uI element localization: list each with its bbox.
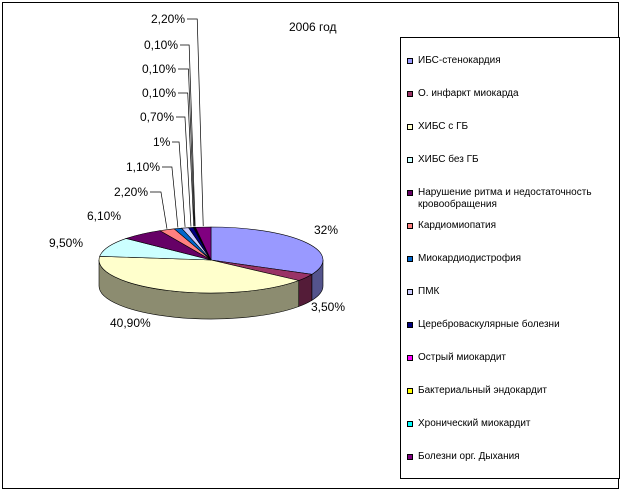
leader-line	[178, 68, 195, 227]
legend-swatch	[407, 421, 413, 427]
data-label: 40,90%	[110, 316, 151, 330]
data-label: 0,70%	[140, 110, 175, 124]
data-label: 32%	[314, 223, 339, 237]
legend-swatch	[407, 58, 413, 64]
legend-label: ХИБС без ГБ	[418, 154, 479, 165]
legend-label: ИБС-стенокардия	[418, 55, 501, 66]
legend-swatch	[407, 355, 413, 361]
leader-lines	[150, 18, 204, 229]
data-label: 0,10%	[142, 86, 177, 100]
leader-line	[178, 92, 195, 227]
legend-label: Кардиомиопатия	[418, 220, 497, 231]
legend-label: Нарушение ритма и недостаточность кровоо…	[418, 187, 592, 210]
legend-swatch	[407, 190, 413, 196]
leader-line	[187, 18, 204, 227]
legend-swatch	[407, 91, 413, 97]
legend-swatch	[407, 124, 413, 130]
data-label: 0,10%	[142, 62, 177, 76]
chart-title: 2006 год	[289, 20, 337, 34]
pie-slice	[210, 226, 324, 275]
pie-slice	[195, 226, 212, 261]
legend-label: Миокардиодистрофия	[418, 253, 522, 264]
legend-label: ПМК	[418, 286, 440, 297]
pie-slice	[98, 256, 300, 294]
leader-line	[172, 141, 186, 227]
data-label: 6,10%	[87, 209, 122, 223]
legend: ИБС-стенокардия О. инфаркт миокарда ХИБС с…	[400, 37, 620, 479]
legend-label: О. инфаркт миокарда	[418, 88, 519, 99]
data-label: 3,50%	[311, 300, 346, 314]
legend-swatch	[407, 289, 413, 295]
legend-swatch	[407, 256, 413, 262]
legend-label: Хронический миокардит	[418, 418, 531, 429]
legend-label: Болезни орг. Дыхания	[418, 451, 520, 462]
data-label: 2,20%	[151, 12, 186, 26]
legend-swatch	[407, 454, 413, 460]
data-label: 0,10%	[144, 38, 179, 52]
legend-label: Острый миокардит	[418, 352, 506, 363]
legend-swatch	[407, 157, 413, 163]
leader-line	[150, 191, 168, 229]
legend-label: Бактериальный эндокардит	[418, 385, 547, 396]
chart-frame: 2006 год ИБС-стенокардия О. инфаркт миока…	[2, 2, 620, 489]
leader-line	[180, 44, 196, 227]
data-label: 2,20%	[114, 185, 149, 199]
legend-swatch	[407, 223, 413, 229]
legend-swatch	[407, 322, 413, 328]
pie-chart	[98, 18, 324, 320]
pie-top	[98, 226, 324, 294]
data-label: 9,50%	[49, 236, 84, 250]
leader-line	[176, 116, 192, 227]
leader-line	[162, 166, 179, 228]
legend-label: Цереброваскулярные болезни	[418, 319, 560, 330]
pie-sides	[98, 259, 324, 320]
legend-label: ХИБС с ГБ	[418, 121, 469, 132]
legend-swatch	[407, 388, 413, 394]
data-label: 1%	[153, 135, 171, 149]
data-label: 1,10%	[126, 160, 161, 174]
